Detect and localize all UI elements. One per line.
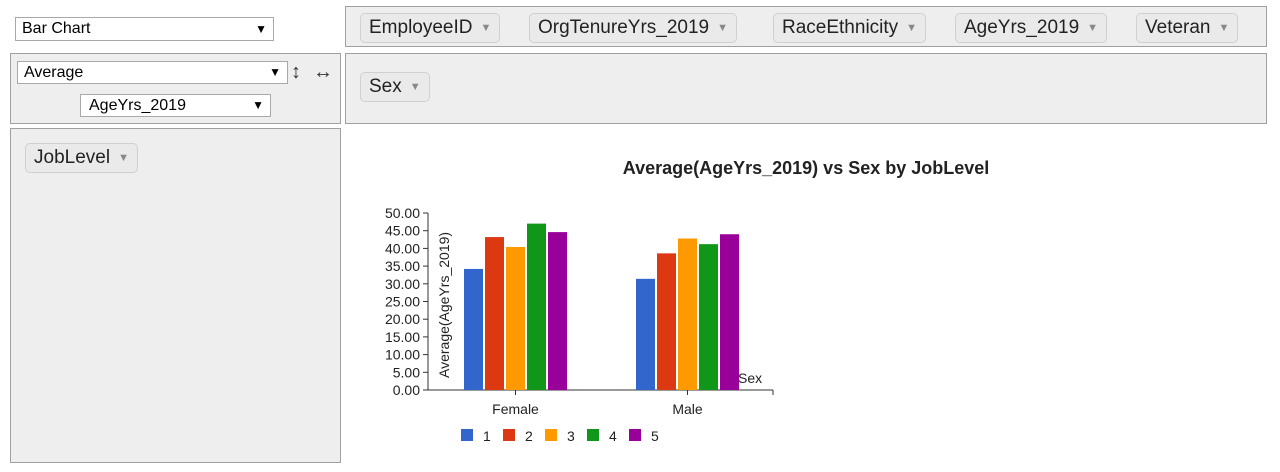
caret-down-icon: ▼ [717,22,728,34]
row-attributes-pane: JobLevel ▼ [10,128,341,463]
legend-swatch [587,429,599,441]
attribute-pill-veteran[interactable]: Veteran ▼ [1136,13,1239,43]
legend-label: 1 [483,428,491,444]
x-tick-label: Female [492,401,539,417]
bar [678,238,697,390]
chart-title: Average(AgeYrs_2019) vs Sex by JobLevel [623,158,990,178]
y-tick-label: 50.00 [385,205,420,221]
caret-down-icon: ▼ [480,22,492,34]
caret-down-icon: ▼ [1087,22,1099,34]
y-tick-label: 25.00 [385,294,420,310]
y-tick-label: 40.00 [385,240,420,256]
aggregator-select-value: Average [24,64,84,81]
column-attributes-pane: Sex ▼ [345,53,1267,124]
caret-down-icon: ▼ [1218,22,1230,34]
bar [548,232,567,390]
y-tick-label: 5.00 [393,364,420,380]
legend-swatch [461,429,473,441]
y-tick-label: 15.00 [385,329,420,345]
x-axis-title: Sex [738,370,762,386]
y-tick-label: 0.00 [393,382,420,398]
caret-down-icon: ▼ [409,81,421,93]
aggregator-select[interactable]: Average ▼ [17,61,288,84]
bar [527,223,546,390]
y-tick-label: 20.00 [385,311,420,327]
attribute-pill-raceethnicity[interactable]: RaceEthnicity ▼ [773,13,927,43]
x-tick-label: Male [672,401,703,417]
legend-swatch [545,429,557,441]
legend-swatch [503,429,515,441]
legend-swatch [629,429,641,441]
legend-label: 4 [609,428,617,444]
bar [699,244,718,390]
y-tick-label: 35.00 [385,258,420,274]
bar [485,237,504,390]
legend-label: 5 [651,428,659,444]
y-tick-label: 10.00 [385,347,420,363]
aggregator-pane: Average ▼ ↕ ↔ AgeYrs_2019 ▼ [10,53,341,124]
bar [464,268,483,390]
bar [657,253,676,390]
renderer-select[interactable]: Bar Chart ▼ [15,17,274,41]
attribute-pill-orgtenureyrs[interactable]: OrgTenureYrs_2019 ▼ [529,13,737,43]
bar [506,246,525,390]
attribute-select[interactable]: AgeYrs_2019 ▼ [80,94,271,117]
chevron-down-icon: ▼ [269,65,281,79]
attribute-pill-sex[interactable]: Sex ▼ [360,72,430,102]
unused-attributes-pane: EmployeeID ▼ OrgTenureYrs_2019 ▼ RaceEthni… [345,6,1267,47]
caret-down-icon: ▼ [906,22,918,34]
chevron-down-icon: ▼ [255,22,267,36]
y-tick-label: 30.00 [385,276,420,292]
y-tick-label: 45.00 [385,223,420,239]
attribute-pill-employeeid[interactable]: EmployeeID ▼ [360,13,501,43]
y-axis-title: Average(AgeYrs_2019) [436,232,452,378]
renderer-select-value: Bar Chart [22,20,91,37]
caret-down-icon: ▼ [118,152,129,164]
legend-label: 3 [567,428,575,444]
horizontal-arrows-icon[interactable]: ↔ [313,61,333,83]
bar [720,234,739,390]
attribute-pill-ageyrs[interactable]: AgeYrs_2019 ▼ [955,13,1108,43]
bar-chart: Average(AgeYrs_2019) vs Sex by JobLevel … [385,158,990,444]
legend-label: 2 [525,428,533,444]
bar [636,278,655,390]
attribute-pill-joblevel[interactable]: JobLevel ▼ [25,143,138,173]
vertical-arrows-icon[interactable]: ↕ [291,61,301,83]
chevron-down-icon: ▼ [252,98,264,112]
attribute-select-value: AgeYrs_2019 [89,97,186,114]
